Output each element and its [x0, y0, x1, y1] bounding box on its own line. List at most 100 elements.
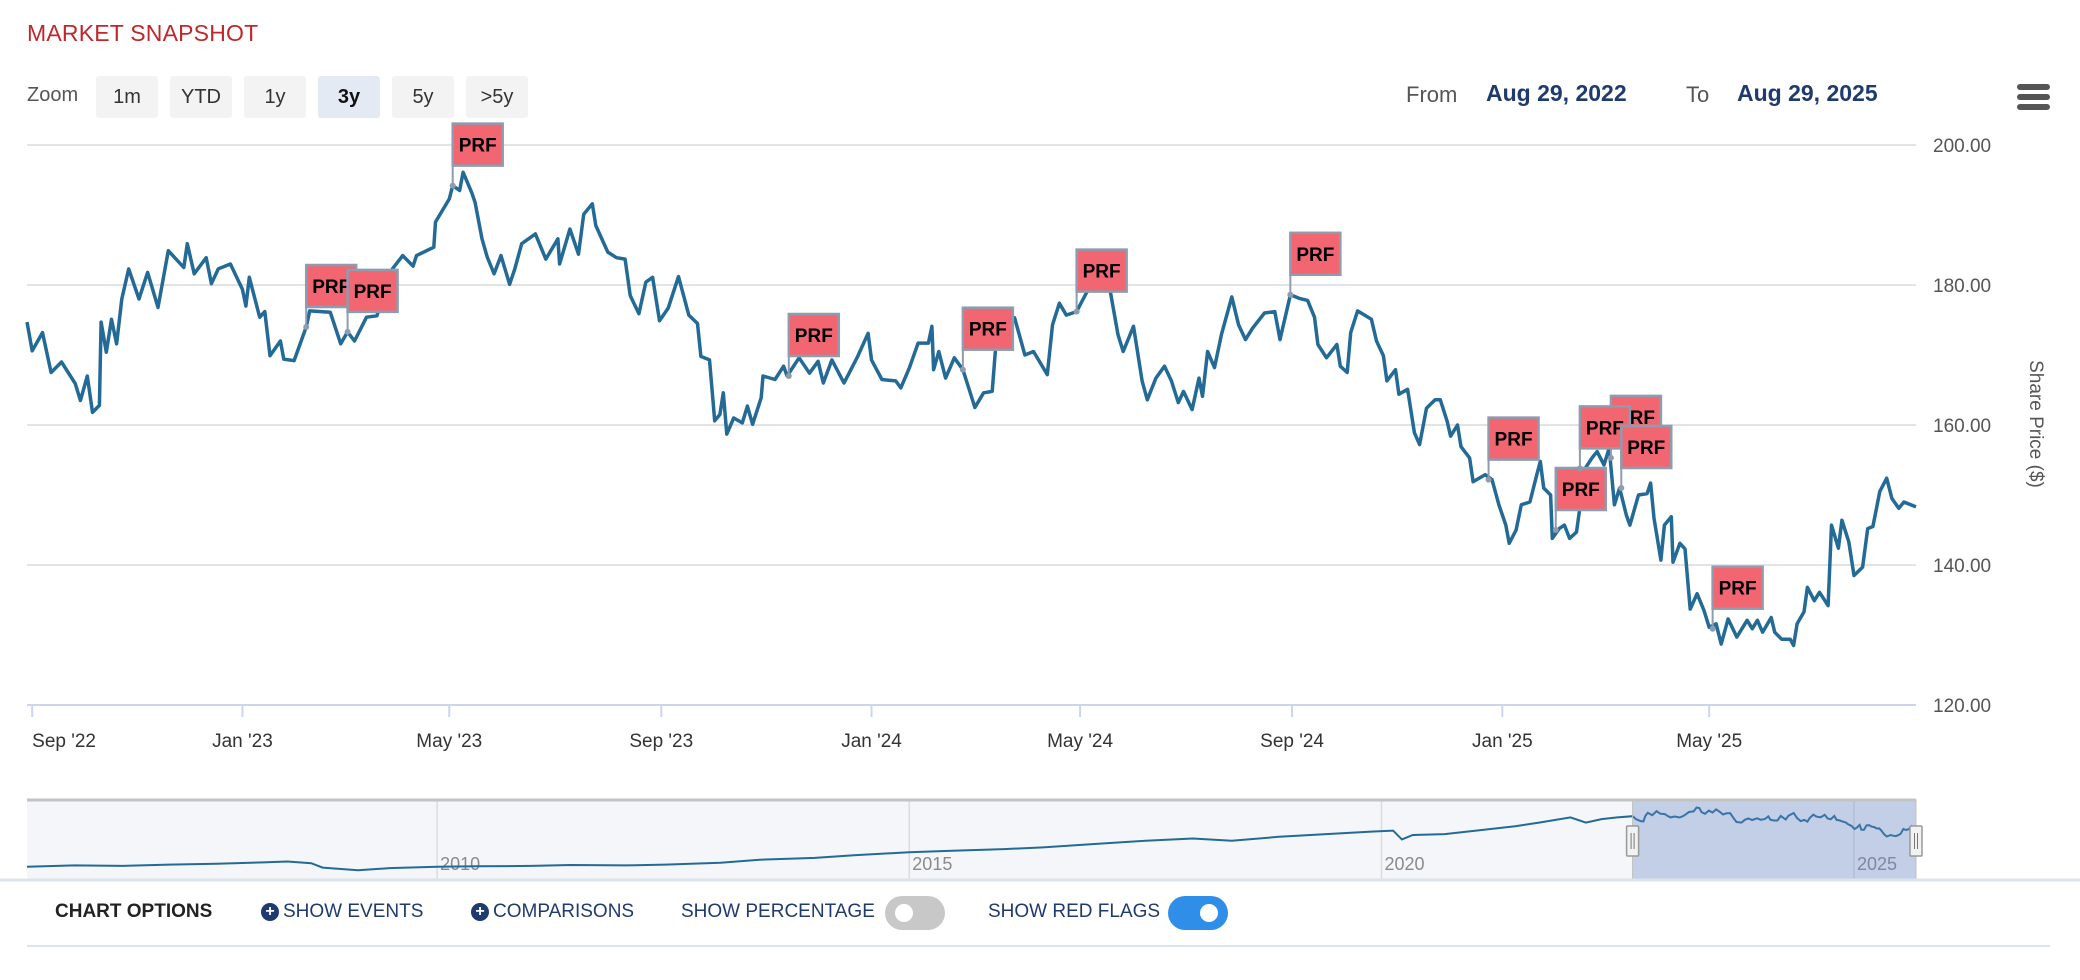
comparisons-label: COMPARISONS: [493, 901, 635, 922]
red-flag: PRF: [1287, 231, 1342, 298]
zoom-1m-button[interactable]: 1m: [96, 76, 158, 118]
to-date-input[interactable]: Aug 29, 2025: [1737, 80, 1878, 106]
navigator-background: [27, 800, 1916, 880]
flag-point: [959, 366, 966, 373]
navigator[interactable]: 2010 2015 2020 2025: [0, 798, 2080, 882]
navigator-handle[interactable]: [1625, 825, 1640, 857]
zoom-3y-button[interactable]: 3y: [318, 76, 380, 118]
price-chart: 200.00 180.00 160.00 140.00 120.00 Share Pri…: [0, 122, 2080, 882]
flag-point: [1073, 308, 1080, 315]
flag-point: [303, 324, 310, 330]
plus-circle-icon: +: [261, 903, 279, 921]
flag-label: PRF: [1627, 438, 1665, 459]
x-tick-label: Sep '23: [629, 731, 693, 752]
flag-label: PRF: [1586, 418, 1624, 439]
red-flag: PRF: [1618, 424, 1673, 491]
toggle-knob: [1200, 904, 1218, 922]
navigator-year-label: 2010: [440, 854, 480, 874]
show-percentage-toggle[interactable]: [885, 896, 945, 930]
red-flag: PRF: [785, 312, 841, 379]
zoom-ytd-button[interactable]: YTD: [170, 76, 232, 118]
zoom-5y-button[interactable]: 5y: [392, 76, 454, 118]
show-events-button[interactable]: + SHOW EVENTS: [261, 901, 423, 923]
navigator-year-label: 2020: [1384, 854, 1424, 874]
flag-point: [449, 182, 456, 189]
red-flag: PRF: [1709, 565, 1764, 632]
hamburger-menu-icon[interactable]: [2017, 84, 2050, 112]
flag-point: [1287, 291, 1294, 298]
flag-box: [1620, 424, 1673, 470]
flag-label: PRF: [312, 277, 350, 298]
red-flag: PRF: [449, 122, 504, 189]
from-label: From: [1406, 82, 1458, 107]
x-tick-label: May '25: [1676, 731, 1742, 752]
flag-point: [1552, 527, 1559, 533]
handle-grip-icon: [1625, 825, 1640, 857]
y-axis-title: Share Price ($): [2025, 360, 2046, 488]
page-title: MARKET SNAPSHOT: [27, 20, 259, 46]
plus-circle-icon: +: [471, 903, 489, 921]
show-red-flags-toggle[interactable]: [1168, 896, 1228, 930]
navigator-handle[interactable]: [1909, 825, 1923, 857]
to-label: To: [1686, 82, 1710, 107]
y-axis: 200.00 180.00 160.00 140.00 120.00: [1933, 136, 1991, 717]
flag-point: [1709, 625, 1716, 632]
flag-label: PRF: [1083, 262, 1121, 283]
flag-box: [1711, 565, 1764, 610]
from-date-input[interactable]: Aug 29, 2022: [1486, 80, 1627, 106]
flag-point: [1607, 454, 1614, 461]
zoom-label: Zoom: [27, 84, 79, 106]
y-tick-label: 140.00: [1933, 556, 1991, 577]
red-flag: PRF: [1485, 416, 1540, 483]
flag-box: [1289, 231, 1342, 277]
x-tick-label: Sep '24: [1260, 731, 1324, 752]
flag-box: [346, 268, 399, 314]
flag-box: [787, 312, 841, 358]
comparisons-button[interactable]: + COMPARISONS: [471, 901, 634, 923]
flag-box: [1487, 416, 1540, 461]
x-tick-label: Jan '25: [1472, 731, 1533, 752]
flag-point: [344, 328, 351, 335]
handle-grip-icon: [1909, 825, 1923, 857]
flag-label: PRF: [1562, 480, 1600, 501]
flag-box: [1075, 248, 1128, 293]
navigator-year-label: 2015: [912, 854, 952, 874]
show-red-flags-label: SHOW RED FLAGS: [988, 901, 1161, 922]
red-flag: PRF: [959, 306, 1015, 373]
y-tick-label: 120.00: [1933, 696, 1991, 717]
y-tick-label: 160.00: [1933, 416, 1991, 437]
flag-box: [961, 306, 1015, 351]
y-tick-label: 180.00: [1933, 276, 1991, 297]
toggle-knob: [895, 904, 913, 922]
flag-label: PRF: [795, 326, 833, 347]
zoom-1y-button[interactable]: 1y: [244, 76, 306, 118]
red-flag: PRF: [1073, 248, 1128, 315]
flag-point: [785, 373, 792, 379]
zoom-all-button[interactable]: >5y: [466, 76, 528, 118]
y-tick-label: 200.00: [1933, 136, 1991, 157]
navigator-year-label: 2025: [1857, 854, 1897, 874]
navigator-selection: [1632, 799, 1917, 881]
flag-label: PRF: [969, 320, 1007, 341]
x-tick-label: Jan '23: [212, 731, 273, 752]
x-tick-label: May '23: [416, 731, 482, 752]
flag-point: [1618, 485, 1625, 491]
flag-label: PRF: [1296, 245, 1334, 266]
divider: [27, 945, 2050, 947]
x-axis: Sep '22 Jan '23 May '23 Sep '23 Jan '24 May '…: [27, 704, 1916, 752]
flag-label: PRF: [1719, 579, 1757, 600]
show-percentage-label: SHOW PERCENTAGE: [681, 901, 875, 922]
chart-options-title: CHART OPTIONS: [55, 901, 213, 922]
grid-lines: [27, 144, 1916, 566]
red-flag: PRF: [1552, 466, 1608, 533]
flag-label: PRF: [354, 282, 392, 303]
red-flag: PRF: [344, 268, 399, 335]
x-tick-label: May '24: [1047, 731, 1113, 752]
flag-point: [1576, 465, 1583, 472]
navigator-series: [26, 806, 1917, 872]
flag-point: [1485, 476, 1492, 483]
x-tick-label: Sep '22: [32, 731, 96, 752]
x-tick-label: Jan '24: [841, 731, 902, 752]
flag-box: [451, 122, 504, 167]
